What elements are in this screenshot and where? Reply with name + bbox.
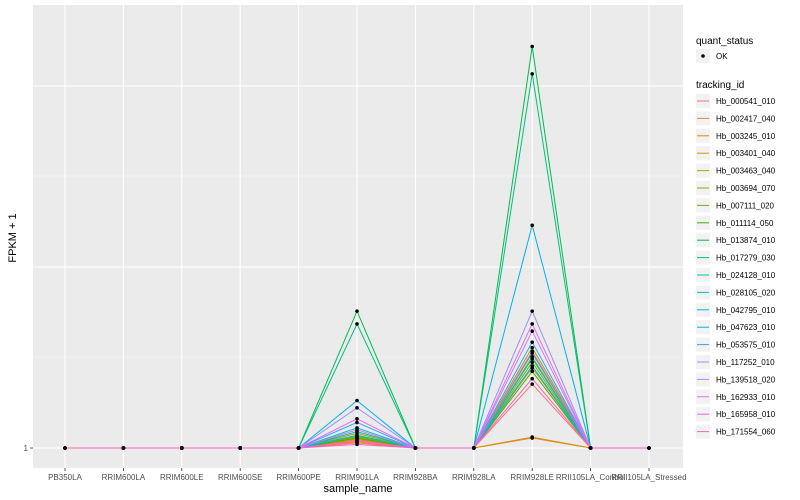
legend-label-Hb_053575_010: Hb_053575_010	[716, 341, 776, 350]
legend-label-ok: OK	[716, 52, 728, 61]
data-point-Hb_011114_050-RRIM901LA	[355, 436, 359, 440]
plot-panel	[33, 5, 683, 468]
legend-label-Hb_011114_050: Hb_011114_050	[716, 219, 774, 228]
data-point-Hb_013874_010-RRIM901LA	[355, 309, 359, 313]
legend: quant_status OK tracking_id Hb_000541_01…	[696, 36, 776, 439]
data-point-Hb_162933_010-RRIM901LA	[355, 417, 359, 421]
data-point-Hb_047623_010-RRIM928LE	[530, 223, 534, 228]
data-point-Hb_165958_010-RRIM901LA	[355, 438, 359, 443]
legend-label-Hb_003401_040: Hb_003401_040	[716, 149, 776, 158]
data-point-Hb_047623_010-RRIM901LA	[355, 398, 359, 403]
data-point-Hb_017279_030-RRIM901LA	[355, 322, 359, 326]
x-tick-label-RRIM600SE: RRIM600SE	[218, 473, 262, 482]
x-tick-label-RRIM928BA: RRIM928BA	[393, 473, 438, 482]
data-point-Hb_171554_060-RRIM928LE	[530, 376, 534, 381]
data-point-Hb_171554_060-RRIM600LA	[121, 446, 126, 450]
data-point-Hb_139518_020-RRIM901LA	[355, 427, 359, 432]
legend-label-Hb_117252_010: Hb_117252_010	[716, 358, 775, 367]
legend-label-Hb_139518_020: Hb_139518_020	[716, 375, 776, 384]
legend-label-Hb_003463_040: Hb_003463_040	[716, 167, 776, 176]
x-tick-label-RRIM600PE: RRIM600PE	[276, 473, 320, 482]
x-axis-title: sample_name	[323, 483, 392, 495]
data-point-Hb_171554_060-RRII105LA_Stressed	[647, 446, 651, 450]
legend-label-Hb_017279_030: Hb_017279_030	[716, 254, 776, 263]
data-point-Hb_011114_050-RRIM928LE	[530, 369, 534, 374]
data-point-Hb_053575_010-RRIM901LA	[355, 420, 359, 425]
data-point-Hb_003694_070-RRIM928LE	[530, 345, 534, 350]
x-tick-label-RRII105LA_Stressed: RRII105LA_Stressed	[611, 473, 686, 482]
data-point-Hb_165958_010-RRIM928LE	[530, 349, 534, 354]
data-point-Hb_013874_010-RRIM928LE	[530, 44, 534, 49]
legend-title-tracking-id: tracking_id	[696, 80, 744, 91]
x-tick-label-PB350LA: PB350LA	[48, 473, 82, 482]
legend-label-Hb_047623_010: Hb_047623_010	[716, 323, 776, 332]
x-tick-label-RRIM600LA: RRIM600LA	[102, 473, 146, 482]
x-tick-label-RRIM928LA: RRIM928LA	[452, 473, 496, 482]
data-point-Hb_171554_060-PB350LA	[63, 446, 67, 450]
legend-label-Hb_162933_010: Hb_162933_010	[716, 393, 776, 402]
legend-label-Hb_007111_020: Hb_007111_020	[716, 201, 775, 210]
legend-title-quant-status: quant_status	[696, 36, 753, 47]
data-point-Hb_139518_020-RRIM928LE	[530, 329, 534, 334]
data-point-Hb_042795_010-RRIM901LA	[355, 433, 359, 438]
data-point-Hb_042795_010-RRIM928LE	[530, 364, 534, 368]
data-point-Hb_028105_020-RRIM928LE	[530, 356, 534, 361]
legend-label-Hb_002417_040: Hb_002417_040	[716, 114, 776, 123]
legend-label-Hb_028105_020: Hb_028105_020	[716, 288, 776, 297]
x-tick-label-RRIM901LA: RRIM901LA	[335, 473, 379, 482]
data-point-Hb_171554_060-RRII105LA_Control	[588, 446, 593, 450]
data-point-Hb_171554_060-RRIM600SE	[238, 446, 242, 450]
series-points	[63, 44, 651, 450]
y-tick-label: 1	[24, 444, 29, 453]
data-point-Hb_053575_010-RRIM928LE	[530, 340, 534, 344]
data-point-Hb_117252_010-RRIM901LA	[355, 406, 359, 410]
legend-items: Hb_000541_010 Hb_002417_040 Hb_003245_010 H…	[696, 94, 776, 439]
x-tick-label-RRIM928LE: RRIM928LE	[510, 473, 554, 482]
legend-label-Hb_165958_010: Hb_165958_010	[716, 410, 776, 419]
data-point-Hb_117252_010-RRIM928LE	[530, 309, 534, 313]
data-point-Hb_017279_030-RRIM928LE	[530, 72, 534, 76]
data-point-Hb_003401_040-RRIM928LE	[530, 435, 534, 439]
data-point-Hb_171554_060-RRIM901LA	[355, 442, 359, 447]
data-point-Hb_171554_060-RRIM928BA	[413, 446, 418, 450]
legend-label-Hb_024128_010: Hb_024128_010	[716, 271, 776, 280]
legend-label-Hb_003694_070: Hb_003694_070	[716, 184, 776, 193]
legend-key-ok-point	[701, 54, 705, 58]
data-point-Hb_171554_060-RRIM928LA	[472, 446, 476, 450]
x-axis-ticks: PB350LA RRIM600LA RRIM600LE RRIM600SE RRIM60…	[48, 468, 687, 482]
y-axis-ticks: 1	[24, 444, 33, 453]
data-point-Hb_171554_060-RRIM600LE	[180, 446, 184, 450]
x-tick-label-RRII105LA_Control: RRII105LA_Control	[556, 473, 626, 482]
legend-label-Hb_000541_010: Hb_000541_010	[716, 97, 776, 106]
legend-label-Hb_171554_060: Hb_171554_060	[716, 428, 776, 437]
data-point-Hb_000541_010-RRIM928LE	[530, 382, 534, 386]
grid-lines	[33, 5, 683, 468]
data-point-Hb_171554_060-RRIM600PE	[296, 446, 301, 450]
legend-label-Hb_013874_010: Hb_013874_010	[716, 236, 776, 245]
legend-label-Hb_003245_010: Hb_003245_010	[716, 132, 776, 141]
x-tick-label-RRIM600LE: RRIM600LE	[160, 473, 204, 482]
data-point-Hb_162933_010-RRIM928LE	[530, 322, 534, 326]
y-axis-title: FPKM + 1	[7, 213, 19, 262]
legend-label-Hb_042795_010: Hb_042795_010	[716, 306, 776, 315]
data-point-Hb_007111_020-RRIM928LE	[530, 360, 534, 365]
